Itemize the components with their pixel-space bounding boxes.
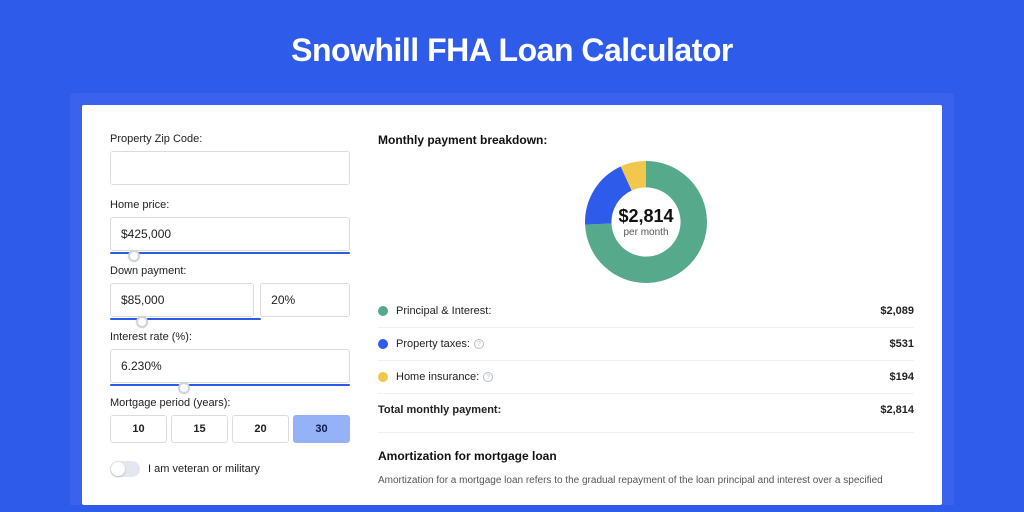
legend-row: Principal & Interest:$2,089 bbox=[378, 295, 914, 328]
info-icon[interactable]: ? bbox=[474, 339, 484, 349]
legend-dot bbox=[378, 372, 388, 382]
legend-row: Home insurance:?$194 bbox=[378, 361, 914, 394]
down-payment-field-group: Down payment: bbox=[110, 265, 350, 317]
zip-input[interactable] bbox=[110, 151, 350, 185]
veteran-label: I am veteran or military bbox=[148, 463, 260, 475]
interest-rate-field-group: Interest rate (%): bbox=[110, 331, 350, 383]
interest-rate-input[interactable] bbox=[110, 349, 350, 383]
amortization-title: Amortization for mortgage loan bbox=[378, 449, 914, 463]
page-title: Snowhill FHA Loan Calculator bbox=[0, 0, 1024, 93]
legend-list: Principal & Interest:$2,089Property taxe… bbox=[378, 295, 914, 394]
calculator-outer-card: Property Zip Code: Home price: Down paym… bbox=[70, 93, 954, 505]
zip-label: Property Zip Code: bbox=[110, 133, 350, 145]
legend-value: $531 bbox=[890, 338, 914, 350]
period-button-15[interactable]: 15 bbox=[171, 415, 228, 443]
interest-rate-label: Interest rate (%): bbox=[110, 331, 350, 343]
period-button-30[interactable]: 30 bbox=[293, 415, 350, 443]
mortgage-period-label: Mortgage period (years): bbox=[110, 397, 350, 409]
down-payment-slider-thumb[interactable] bbox=[136, 316, 148, 328]
interest-rate-slider-thumb[interactable] bbox=[178, 382, 190, 394]
legend-label: Home insurance:? bbox=[396, 371, 890, 383]
breakdown-title: Monthly payment breakdown: bbox=[378, 133, 914, 147]
info-icon[interactable]: ? bbox=[483, 372, 493, 382]
down-payment-label: Down payment: bbox=[110, 265, 350, 277]
down-payment-amount-input[interactable] bbox=[110, 283, 254, 317]
home-price-slider-thumb[interactable] bbox=[128, 250, 140, 262]
legend-value: $194 bbox=[890, 371, 914, 383]
home-price-input[interactable] bbox=[110, 217, 350, 251]
amortization-text: Amortization for a mortgage loan refers … bbox=[378, 473, 914, 488]
interest-rate-slider[interactable] bbox=[110, 384, 350, 386]
mortgage-period-buttons: 10152030 bbox=[110, 415, 350, 443]
mortgage-period-field-group: Mortgage period (years): 10152030 bbox=[110, 397, 350, 443]
veteran-toggle-knob bbox=[111, 462, 125, 476]
form-column: Property Zip Code: Home price: Down paym… bbox=[110, 133, 350, 505]
legend-label: Property taxes:? bbox=[396, 338, 890, 350]
legend-total-value: $2,814 bbox=[880, 404, 914, 416]
home-price-label: Home price: bbox=[110, 199, 350, 211]
period-button-20[interactable]: 20 bbox=[232, 415, 289, 443]
legend-total-row: Total monthly payment: $2,814 bbox=[378, 394, 914, 432]
down-payment-slider[interactable] bbox=[110, 318, 261, 320]
amortization-section: Amortization for mortgage loan Amortizat… bbox=[378, 432, 914, 488]
veteran-toggle-row: I am veteran or military bbox=[110, 461, 350, 477]
period-button-10[interactable]: 10 bbox=[110, 415, 167, 443]
zip-field-group: Property Zip Code: bbox=[110, 133, 350, 185]
legend-total-label: Total monthly payment: bbox=[378, 404, 880, 416]
donut-sub: per month bbox=[618, 227, 673, 238]
donut-amount: $2,814 bbox=[618, 206, 673, 227]
breakdown-column: Monthly payment breakdown: $2,814 per mo… bbox=[378, 133, 914, 505]
legend-value: $2,089 bbox=[880, 305, 914, 317]
legend-dot bbox=[378, 306, 388, 316]
home-price-field-group: Home price: bbox=[110, 199, 350, 251]
calculator-card: Property Zip Code: Home price: Down paym… bbox=[82, 105, 942, 505]
legend-row: Property taxes:?$531 bbox=[378, 328, 914, 361]
veteran-toggle[interactable] bbox=[110, 461, 140, 477]
down-payment-percent-input[interactable] bbox=[260, 283, 350, 317]
legend-dot bbox=[378, 339, 388, 349]
donut-center: $2,814 per month bbox=[618, 206, 673, 238]
legend-label: Principal & Interest: bbox=[396, 305, 880, 317]
donut-chart-wrap: $2,814 per month bbox=[378, 161, 914, 283]
home-price-slider[interactable] bbox=[110, 252, 350, 254]
